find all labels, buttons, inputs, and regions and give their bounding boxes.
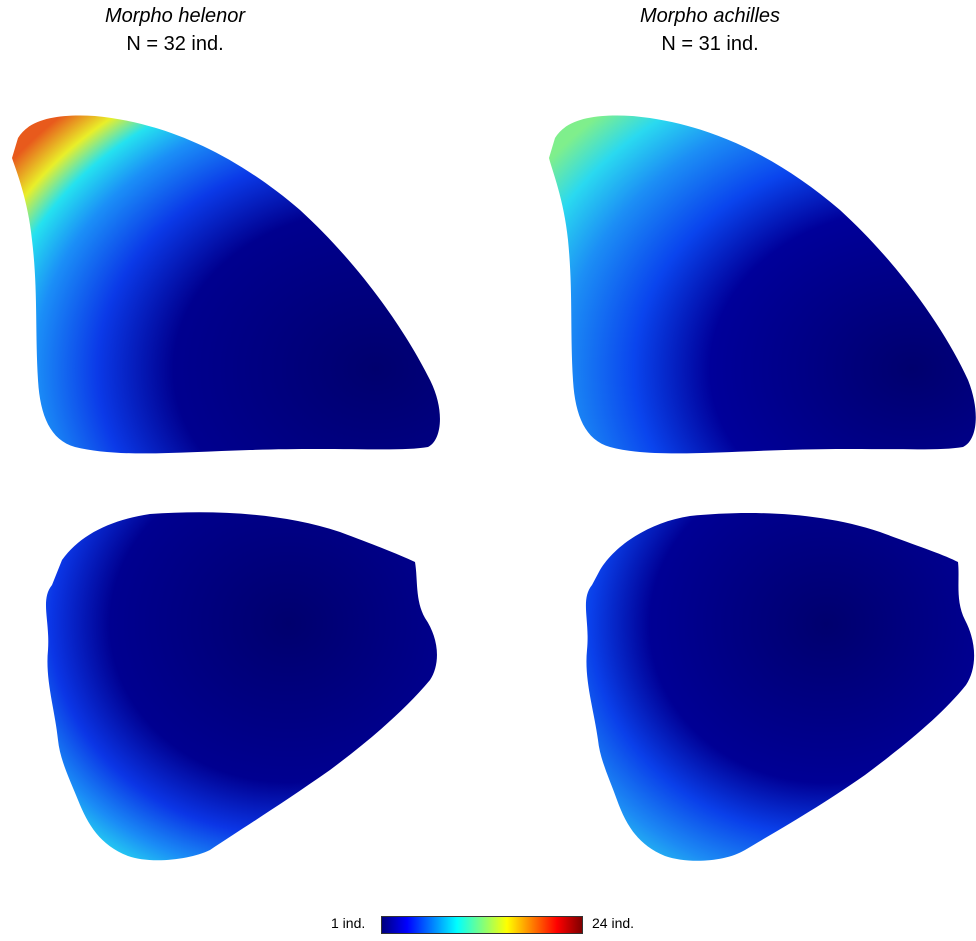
colorbar-gradient (381, 916, 583, 934)
sample-size-label: N = 31 ind. (661, 33, 759, 55)
colorbar-max-label: 24 ind. (592, 915, 635, 931)
species-label: Morpho helenor (104, 5, 246, 27)
hindwing-achilles (585, 513, 975, 861)
colorbar-min-label: 1 ind. (331, 915, 366, 931)
title-morpho-achilles: Morpho achilles N = 31 ind. (560, 2, 860, 58)
forewing-achilles (549, 115, 976, 454)
forewing-helenor (12, 115, 440, 454)
title-morpho-helenor: Morpho helenor N = 32 ind. (25, 2, 325, 58)
colorbar-legend: 1 ind. 24 ind. (0, 913, 976, 935)
hindwing-helenor (45, 512, 437, 861)
sample-size-label: N = 32 ind. (126, 33, 224, 55)
species-label: Morpho achilles (639, 5, 781, 27)
